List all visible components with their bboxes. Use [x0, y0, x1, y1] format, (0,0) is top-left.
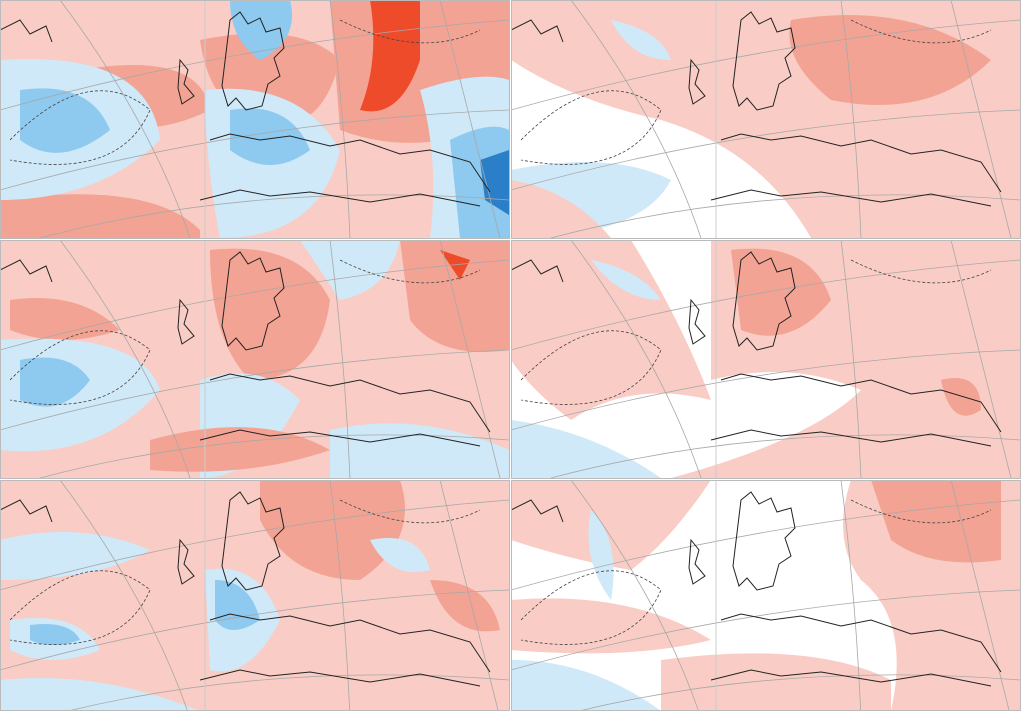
map-panel [0, 0, 509, 238]
map-panel [511, 480, 1020, 711]
map-panel [0, 240, 509, 478]
panel-frame [0, 240, 510, 479]
panel-frame [511, 240, 1021, 479]
panel-frame [511, 0, 1021, 239]
map-panel [0, 480, 509, 711]
map-panel [511, 240, 1020, 478]
panel-frame [0, 0, 510, 239]
map-panel [511, 0, 1020, 238]
